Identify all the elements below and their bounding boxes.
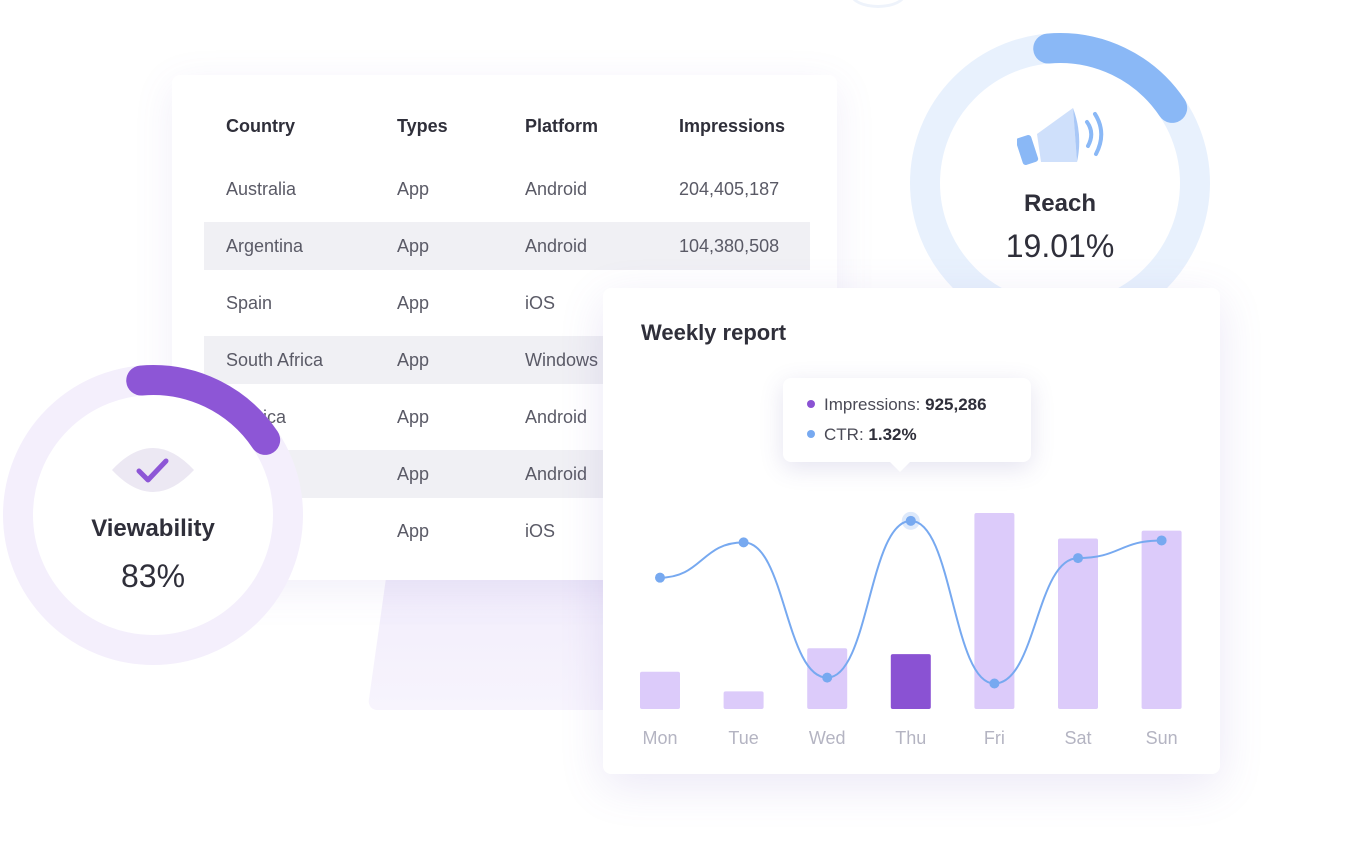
x-tick-label: Sun [1146,728,1178,748]
decorative-circle [850,0,906,8]
bar-mon[interactable] [640,671,680,709]
bar-tue[interactable] [723,691,764,709]
x-tick-label: Sat [1064,728,1091,748]
x-tick-label: Mon [642,728,677,748]
header-platform[interactable]: Platform [525,115,599,136]
viewability-widget: Viewability 83% [0,360,310,670]
cell-platform: iOS [525,520,556,541]
cell-type: App [397,349,430,370]
header-types[interactable]: Types [397,115,448,136]
reach-ring-progress [1033,33,1188,123]
ctr-point-thu[interactable] [905,515,916,526]
cell-country: Australia [226,178,297,199]
cell-platform: iOS [525,292,556,313]
table-row[interactable]: Argentina App Android 104,380,508 [204,222,810,270]
cell-platform: Android [525,406,588,427]
cell-type: App [397,520,430,541]
cell-impressions: 204,405,187 [679,178,780,199]
tooltip-ctr-value: 1.32% [868,425,917,444]
ctr-point-mon[interactable] [655,572,665,583]
cell-type: App [397,292,430,313]
x-tick-label: Tue [728,728,758,748]
header-country[interactable]: Country [226,115,295,136]
ctr-point-sun[interactable] [1156,535,1167,546]
ctr-point-tue[interactable] [738,537,749,548]
ctr-point-sat[interactable] [1073,553,1083,564]
ctr-legend-dot [807,429,815,438]
x-tick-label: Thu [895,728,926,748]
tooltip-impressions-value: 925,286 [925,395,987,414]
cell-type: App [397,178,430,199]
cell-type: App [397,406,430,427]
bar-thu[interactable] [890,654,931,709]
bar-fri[interactable] [974,513,1015,709]
x-tick-label: Wed [809,728,846,748]
table-header-row: Country Types Platform Impressions [204,102,810,150]
header-impressions[interactable]: Impressions [679,115,786,136]
cell-platform: Android [525,463,588,484]
reach-label: Reach [1023,190,1097,217]
cell-type: App [397,235,430,256]
cell-platform: Windows [525,349,599,370]
cell-country: South Africa [226,349,324,370]
cell-country: Argentina [226,235,304,256]
cell-country: Spain [226,292,273,313]
table-row[interactable]: Spain App iOS [204,279,810,327]
tooltip-impressions-label: Impressions: [824,395,921,414]
cell-platform: Android [525,178,588,199]
reach-value: 19.01% [1005,228,1115,264]
viewability-ring-progress [126,365,281,455]
tooltip-ctr-label: CTR: [824,425,864,444]
table-row[interactable]: Australia App Android 204,405,187 [204,165,810,213]
x-tick-label: Fri [984,728,1005,748]
impressions-legend-dot [807,399,815,408]
chart-tooltip: Impressions: 925,286 CTR: 1.32% [783,378,1031,472]
cell-type: App [397,463,430,484]
tooltip-impressions: Impressions: 925,286 [807,395,987,415]
weekly-report-title: Weekly report [641,320,787,345]
table-row[interactable]: App iOS [204,507,810,555]
cell-platform: Android [525,235,588,256]
ctr-point-wed[interactable] [822,672,833,683]
weekly-report-chart: Mon Tue Wed Thu Fri Sat Sun [640,511,1182,748]
viewability-label: Viewability [91,515,215,542]
bar-sat[interactable] [1058,538,1098,709]
cell-impressions: 104,380,508 [679,235,780,256]
weekly-report-card: Mon Tue Wed Thu Fri Sat Sun Weekly report Impr… [603,288,1220,774]
tooltip-ctr: CTR: 1.32% [807,425,917,445]
megaphone-icon [1017,108,1104,166]
bar-sun[interactable] [1141,530,1182,709]
eye-check-icon [112,448,194,492]
viewability-value: 83% [120,558,186,594]
viewability-ring [3,365,303,665]
ctr-point-fri[interactable] [989,678,1000,689]
